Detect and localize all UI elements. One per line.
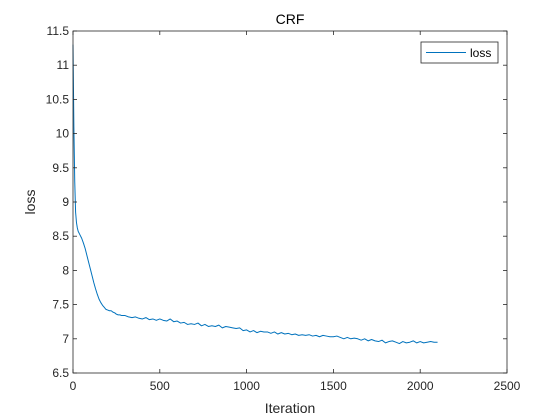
x-tick-label: 2000 [407, 379, 434, 393]
x-tick-label: 1000 [233, 379, 260, 393]
x-tick-label: 2500 [494, 379, 521, 393]
x-axis-label: Iteration [265, 400, 316, 416]
series-line-loss [72, 44, 438, 345]
plot-area [73, 31, 507, 373]
y-tick-label: 8.5 [52, 229, 69, 243]
y-tick-label: 7 [62, 332, 69, 346]
x-tick-label: 1500 [320, 379, 347, 393]
y-tick-label: 6.5 [52, 366, 69, 380]
y-tick-label: 9.5 [52, 161, 69, 175]
y-axis-label: loss [22, 190, 38, 215]
y-tick-label: 10 [56, 127, 70, 141]
legend-label: loss [470, 46, 491, 60]
chart-title: CRF [276, 11, 305, 27]
y-tick-label: 7.5 [52, 298, 69, 312]
y-tick-label: 11 [57, 58, 70, 72]
y-tick-label: 11.5 [47, 24, 70, 38]
x-tick-label: 0 [70, 379, 77, 393]
x-tick-label: 500 [150, 379, 170, 393]
y-tick-label: 9 [62, 195, 69, 209]
series-layer [72, 44, 438, 345]
x-axis: 0 500 1000 1500 2000 2500 [70, 31, 521, 393]
y-tick-label: 8 [62, 263, 69, 277]
y-tick-label: 10.5 [46, 92, 70, 106]
legend: loss [420, 41, 499, 64]
y-axis: 6.5 7 7.5 8 8.5 9 9.5 10 10.5 11 11.5 [46, 24, 507, 380]
